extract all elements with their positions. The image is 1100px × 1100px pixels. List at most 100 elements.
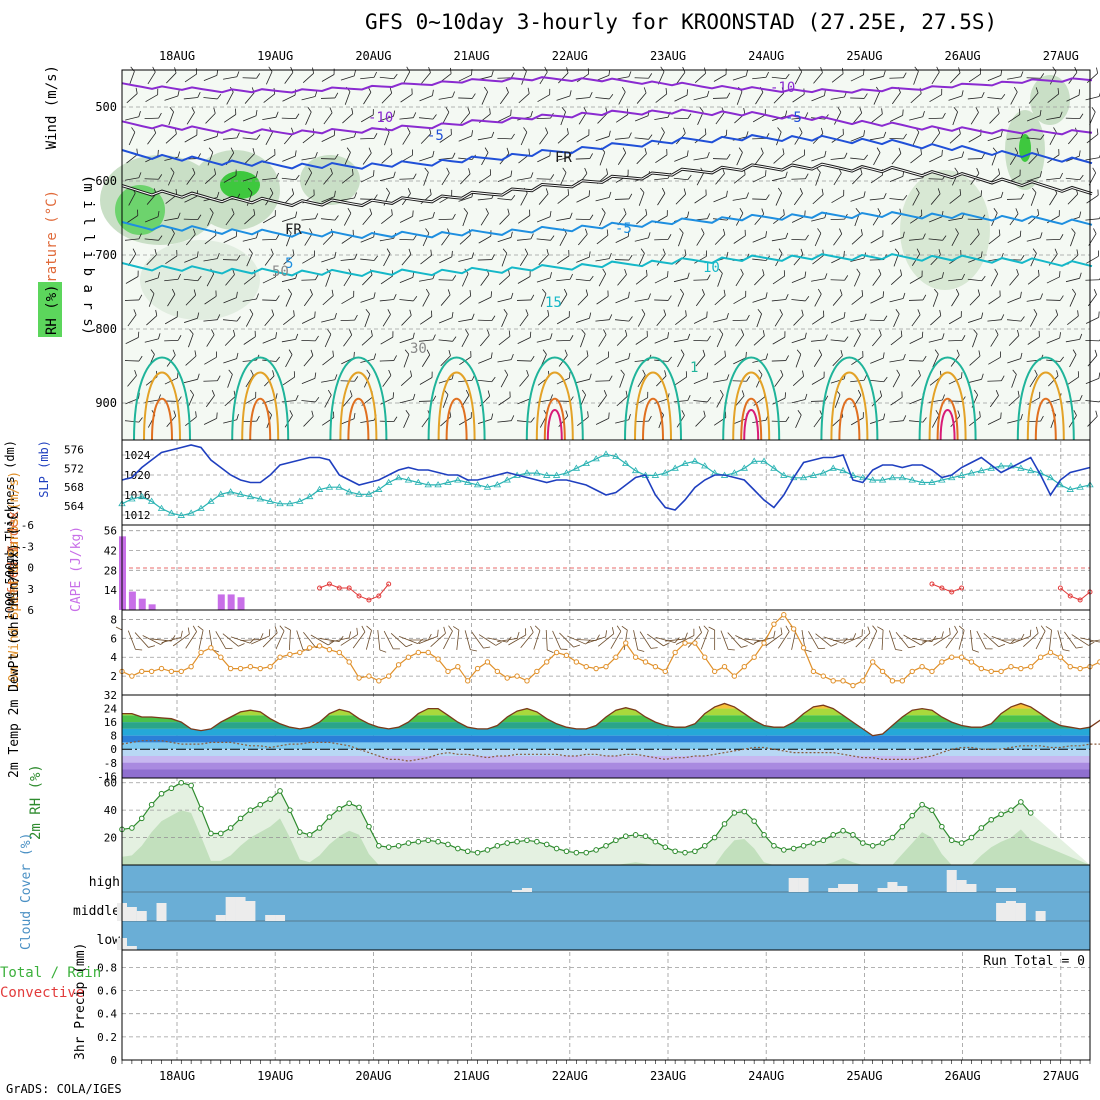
barb-flag	[425, 288, 430, 295]
wind-barb	[477, 315, 496, 322]
surface-barb-shaft	[377, 630, 381, 650]
barb-flag	[314, 250, 315, 257]
wind-barb	[421, 349, 431, 367]
li-point	[1077, 597, 1083, 603]
rh-point	[850, 832, 856, 838]
barb-shaft	[242, 359, 257, 362]
wind-barb	[340, 253, 358, 261]
barb-flag	[993, 208, 998, 214]
wind-barb	[811, 89, 826, 102]
barb-shaft	[285, 293, 293, 307]
barb-flag	[741, 329, 745, 336]
rh-point	[662, 844, 669, 850]
barb-flag	[1019, 169, 1021, 176]
wind-barb	[497, 292, 514, 303]
surface-barb-flag	[573, 644, 581, 648]
barb-flag	[1000, 314, 1005, 320]
thickness-point	[335, 483, 344, 490]
wind-barb	[654, 271, 669, 284]
barb-shaft	[183, 278, 198, 282]
wind-barb	[477, 131, 495, 141]
barb-shaft	[419, 316, 433, 325]
wind-barb	[850, 154, 868, 160]
surface-wind-barb	[983, 633, 1006, 648]
surface-wind-barb	[1011, 629, 1032, 644]
wind-barb	[833, 228, 843, 246]
barb-flag	[863, 191, 866, 198]
thickness-point	[543, 471, 551, 478]
wind-barb	[793, 188, 803, 206]
barb-flag	[625, 390, 628, 397]
barb-shaft	[477, 198, 492, 201]
barb-flag	[315, 274, 319, 280]
barb-flag	[1000, 69, 1003, 76]
rh-point	[415, 838, 422, 845]
barb-shaft	[323, 112, 333, 125]
li-point	[959, 585, 965, 591]
barb-flag	[197, 92, 201, 98]
barb-shaft	[967, 97, 982, 100]
surface-barb-shaft	[765, 633, 783, 647]
pressure-tick-label: 900	[95, 396, 117, 410]
barb-flag	[628, 414, 631, 420]
barb-shaft	[144, 277, 159, 283]
barb-flag	[530, 172, 534, 178]
rh-point	[148, 801, 155, 808]
wind-speed-point	[840, 678, 846, 684]
barb-flag	[489, 108, 491, 115]
barb-shaft	[382, 375, 392, 387]
wind-speed-point	[227, 665, 234, 672]
barb-flag	[981, 153, 985, 159]
barb-flag	[157, 210, 160, 217]
barb-flag	[1079, 395, 1083, 401]
wind-speed-point	[968, 659, 975, 665]
wind-barb	[791, 296, 810, 302]
surface-barb-flag	[972, 649, 979, 653]
barb-shaft	[340, 75, 355, 81]
barb-flag	[256, 232, 259, 239]
barb-shaft	[793, 193, 803, 206]
barb-flag	[508, 330, 511, 337]
barb-flag	[706, 151, 710, 158]
wind-speed-point	[297, 649, 303, 656]
wind-speed-point	[889, 678, 896, 684]
isotherm-loop	[546, 409, 563, 441]
barb-flag	[1059, 295, 1064, 301]
barb-flag	[804, 210, 806, 217]
barb-flag	[686, 150, 689, 157]
wind-barb	[519, 248, 529, 266]
rh-point	[909, 812, 916, 819]
barb-flag	[334, 92, 339, 99]
wind-barb	[1028, 208, 1040, 225]
thickness-point	[622, 459, 630, 467]
wind-barb	[990, 268, 999, 287]
barb-shaft	[735, 273, 744, 287]
barb-flag	[628, 132, 632, 139]
barb-flag	[133, 309, 137, 315]
barb-shaft	[771, 299, 786, 302]
barb-shaft	[399, 117, 414, 120]
li-tick-label: 3	[27, 583, 34, 596]
surface-wind-barb	[127, 630, 143, 651]
barb-flag	[817, 228, 822, 234]
barb-shaft	[164, 278, 179, 282]
wind-barb	[677, 288, 685, 307]
wind-barb	[1026, 109, 1042, 122]
barb-shaft	[324, 334, 332, 348]
barb-flag	[194, 350, 197, 357]
barb-flag	[431, 371, 433, 378]
wind-barb	[987, 130, 1003, 142]
barb-shaft	[733, 174, 746, 184]
barb-flag	[138, 417, 143, 423]
barb-shaft	[400, 93, 413, 103]
surface-wind-barb	[633, 630, 645, 652]
wind-barb	[164, 335, 182, 342]
wind-barb	[987, 412, 1002, 425]
wind-barb	[773, 148, 785, 164]
wind-barb	[184, 129, 198, 143]
barb-shaft	[932, 354, 939, 368]
temp-tick-label: 24	[104, 703, 118, 716]
wind-barb	[304, 228, 313, 246]
barb-shaft	[851, 234, 863, 245]
wind-barb	[752, 292, 768, 303]
